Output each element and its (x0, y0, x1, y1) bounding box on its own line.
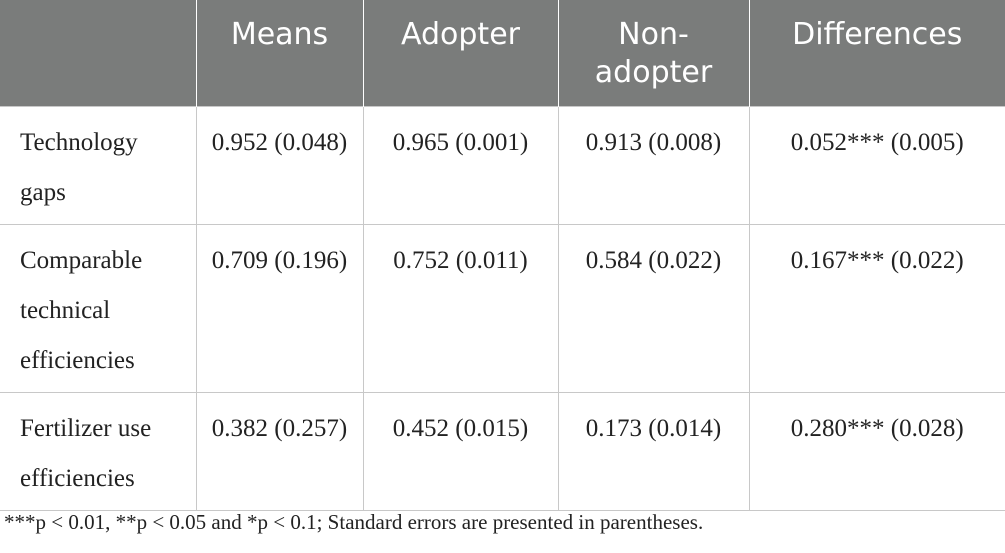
cell-adopter: 0.452 (0.015) (362, 392, 559, 511)
header-non-adopter: Non-adopter (557, 0, 750, 107)
results-table-container: Means Adopter Non-adopter Differences Te… (0, 0, 1005, 511)
cell-differences: 0.052*** (0.005) (748, 106, 1005, 225)
cell-non-adopter: 0.584 (0.022) (557, 224, 750, 393)
header-differences: Differences (748, 0, 1005, 107)
table-row: Technology gaps 0.952 (0.048) 0.965 (0.0… (0, 106, 1005, 225)
cell-differences: 0.280*** (0.028) (748, 392, 1005, 511)
cell-means: 0.382 (0.257) (195, 392, 364, 511)
cell-non-adopter: 0.173 (0.014) (557, 392, 750, 511)
row-label: Technology gaps (0, 106, 197, 225)
table-footnote: ***p < 0.01, **p < 0.05 and *p < 0.1; St… (4, 510, 704, 534)
cell-non-adopter: 0.913 (0.008) (557, 106, 750, 225)
results-table: Means Adopter Non-adopter Differences Te… (0, 0, 1005, 511)
header-non-adopter-line2: adopter (594, 55, 713, 90)
cell-differences: 0.167*** (0.022) (748, 224, 1005, 393)
cell-means: 0.709 (0.196) (195, 224, 364, 393)
cell-adopter: 0.752 (0.011) (362, 224, 559, 393)
header-adopter: Adopter (362, 0, 559, 107)
table-row: Comparable technical efficiencies 0.709 … (0, 224, 1005, 393)
header-row: Means Adopter Non-adopter Differences (0, 0, 1005, 107)
header-non-adopter-line1: Non- (618, 17, 689, 52)
cell-adopter: 0.965 (0.001) (362, 106, 559, 225)
header-empty (0, 0, 197, 107)
row-label: Fertilizer use efficiencies (0, 392, 197, 511)
row-label: Comparable technical efficiencies (0, 224, 197, 393)
table-row: Fertilizer use efficiencies 0.382 (0.257… (0, 392, 1005, 511)
cell-means: 0.952 (0.048) (195, 106, 364, 225)
header-means: Means (195, 0, 364, 107)
